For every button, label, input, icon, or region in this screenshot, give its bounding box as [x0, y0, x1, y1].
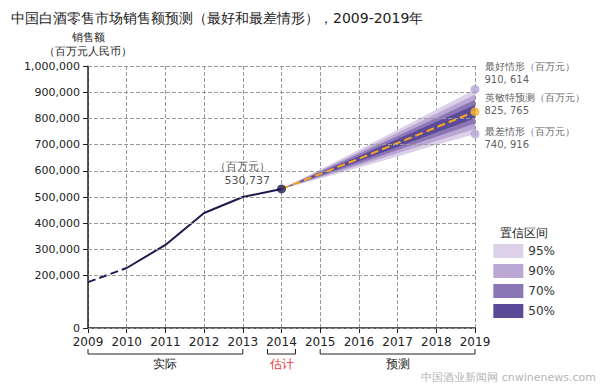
svg-text:中国酒业新闻网 cnwinenews.com: 中国酒业新闻网 cnwinenews.com — [421, 371, 596, 384]
svg-text:200,000: 200,000 — [35, 269, 81, 282]
svg-text:2009: 2009 — [73, 335, 104, 349]
svg-text:（百万元人民币）: （百万元人民币） — [44, 45, 132, 58]
svg-text:0: 0 — [73, 322, 80, 335]
svg-text:600,000: 600,000 — [35, 164, 81, 177]
svg-text:800,000: 800,000 — [35, 112, 81, 125]
svg-text:530,737: 530,737 — [225, 174, 271, 187]
svg-text:实际: 实际 — [153, 357, 177, 371]
svg-text:销售额: 销售额 — [71, 31, 105, 44]
svg-text:95%: 95% — [528, 244, 555, 258]
svg-text:2010: 2010 — [111, 335, 142, 349]
svg-text:900,000: 900,000 — [35, 86, 81, 99]
svg-text:置信区间: 置信区间 — [500, 226, 548, 240]
svg-text:中国白酒零售市场销售额预测（最好和最差情形），2009-20: 中国白酒零售市场销售额预测（最好和最差情形），2009-2019年 — [11, 10, 423, 26]
svg-text:500,000: 500,000 — [35, 191, 81, 204]
svg-text:90%: 90% — [528, 264, 555, 278]
svg-text:最好情形（百万元）: 最好情形（百万元） — [485, 61, 575, 72]
svg-text:825, 765: 825, 765 — [485, 105, 530, 116]
svg-text:预测: 预测 — [386, 357, 410, 371]
svg-text:70%: 70% — [528, 284, 555, 298]
svg-text:2014: 2014 — [266, 335, 297, 349]
svg-text:2018: 2018 — [421, 335, 452, 349]
svg-text:910, 614: 910, 614 — [485, 74, 530, 85]
svg-text:2013: 2013 — [228, 335, 259, 349]
svg-text:740, 916: 740, 916 — [485, 139, 530, 150]
svg-text:2015: 2015 — [305, 335, 336, 349]
svg-text:2017: 2017 — [382, 335, 413, 349]
svg-text:2011: 2011 — [150, 335, 181, 349]
svg-text:2019: 2019 — [460, 335, 491, 349]
svg-text:50%: 50% — [528, 304, 555, 318]
svg-text:2012: 2012 — [189, 335, 220, 349]
svg-text:400,000: 400,000 — [35, 217, 81, 230]
svg-text:1,000,000: 1,000,000 — [24, 60, 80, 73]
svg-text:英敏特预测（百万元）: 英敏特预测（百万元） — [485, 92, 585, 103]
svg-text:2016: 2016 — [344, 335, 375, 349]
svg-text:（百万元）: （百万元） — [215, 160, 270, 173]
svg-text:700,000: 700,000 — [35, 138, 81, 151]
svg-text:最差情形（百万元）: 最差情形（百万元） — [485, 126, 575, 137]
svg-text:估计: 估计 — [269, 357, 294, 371]
svg-text:300,000: 300,000 — [35, 243, 81, 256]
